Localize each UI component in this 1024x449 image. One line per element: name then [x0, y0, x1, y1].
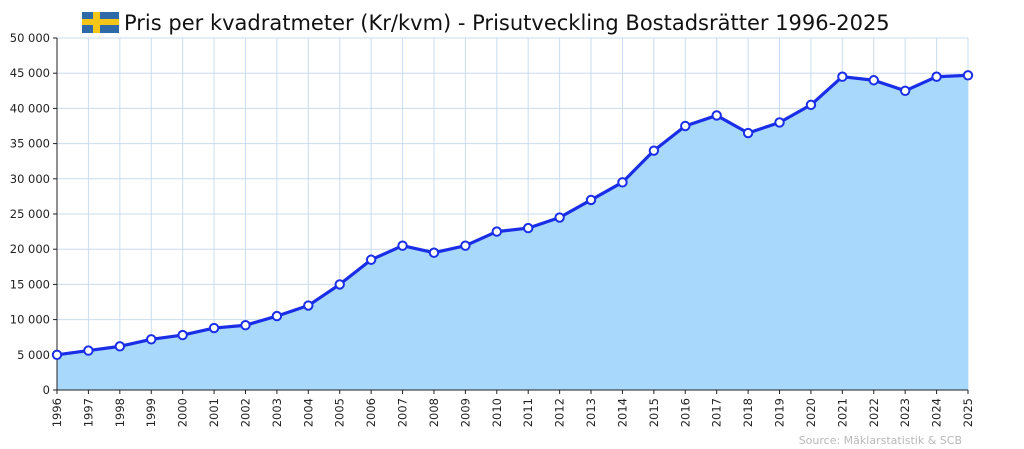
data-point — [208, 322, 220, 334]
data-point — [931, 71, 942, 82]
data-point — [837, 71, 848, 82]
y-tick-label: 20 000 — [10, 242, 50, 256]
y-tick-label: 15 000 — [10, 277, 50, 291]
x-tick-label: 2022 — [867, 398, 881, 427]
data-point — [868, 75, 879, 86]
x-tick-label: 1998 — [113, 398, 127, 427]
y-tick-label: 5 000 — [17, 348, 50, 362]
data-point — [397, 240, 408, 251]
data-point — [711, 110, 722, 121]
flag-icon — [82, 12, 119, 33]
data-point — [240, 320, 251, 331]
x-tick-label: 2001 — [207, 398, 221, 427]
data-point — [805, 99, 817, 111]
x-tick-label: 1999 — [144, 398, 158, 427]
data-point — [554, 212, 565, 223]
x-tick-label: 2010 — [490, 398, 504, 427]
data-point — [491, 226, 502, 237]
x-tick-label: 2018 — [741, 398, 755, 427]
data-point — [460, 240, 471, 251]
data-point — [774, 117, 785, 128]
series-line — [56, 73, 969, 357]
data-point — [334, 279, 345, 290]
data-point — [617, 177, 628, 188]
x-axis-ticks: 1996 1997 1998 1999 2000 2001 2002 2003 2004 2005… — [50, 390, 975, 427]
data-point — [962, 70, 974, 81]
x-tick-label: 2020 — [804, 398, 818, 427]
x-tick-label: 2016 — [678, 398, 692, 427]
y-tick-label: 25 000 — [10, 207, 50, 221]
data-point — [303, 300, 314, 311]
data-point — [271, 310, 283, 322]
data-point — [742, 127, 754, 139]
x-tick-label: 2021 — [835, 398, 849, 427]
data-point — [177, 329, 188, 341]
y-tick-label: 40 000 — [10, 101, 50, 115]
data-point — [51, 349, 63, 360]
x-tick-label: 2005 — [333, 398, 347, 427]
y-axis-ticks: 0 5 000 10 000 15 000 20 000 25 000 30 000 35 0… — [10, 31, 57, 397]
x-tick-label: 2012 — [553, 398, 567, 427]
y-tick-label: 35 000 — [10, 137, 50, 151]
x-tick-label: 1996 — [50, 398, 64, 427]
x-tick-label: 2003 — [270, 398, 284, 427]
x-tick-label: 2008 — [427, 398, 441, 427]
chart-title: Pris per kvadratmeter (Kr/kvm) - Prisutv… — [124, 11, 890, 35]
x-tick-label: 2013 — [584, 398, 598, 427]
data-point — [114, 341, 126, 352]
x-tick-label: 2014 — [615, 398, 629, 427]
x-tick-label: 2004 — [301, 398, 315, 427]
data-point — [523, 222, 534, 234]
data-point — [83, 345, 94, 356]
x-tick-label: 2015 — [647, 398, 661, 427]
x-tick-label: 2023 — [898, 398, 912, 427]
data-point — [146, 334, 157, 345]
area-fill — [57, 75, 968, 390]
x-tick-label: 2002 — [238, 398, 252, 427]
y-tick-label: 50 000 — [10, 31, 50, 45]
source-note: Source: Mäklarstatistik & SCB — [799, 434, 962, 447]
y-tick-label: 0 — [43, 383, 50, 397]
x-tick-label: 2007 — [396, 398, 410, 427]
x-tick-label: 2017 — [710, 398, 724, 427]
data-point — [648, 145, 660, 156]
data-point — [680, 120, 691, 132]
data-point — [899, 85, 911, 97]
x-tick-label: 2009 — [458, 398, 472, 427]
data-point — [585, 194, 597, 206]
x-tick-label: 2000 — [176, 398, 190, 427]
data-point — [428, 247, 440, 258]
data-markers — [51, 70, 974, 360]
x-tick-label: 2011 — [521, 398, 535, 427]
x-tick-label: 2024 — [930, 398, 944, 427]
data-point — [365, 254, 377, 265]
x-tick-label: 2006 — [364, 398, 378, 427]
x-tick-label: 2025 — [961, 398, 975, 427]
flag-cross-horizontal — [82, 19, 119, 25]
plot-area — [56, 73, 969, 390]
y-tick-label: 10 000 — [10, 313, 50, 327]
x-tick-label: 1997 — [81, 398, 95, 427]
x-tick-label: 2019 — [773, 398, 787, 427]
y-tick-label: 30 000 — [10, 172, 50, 186]
y-tick-label: 45 000 — [10, 66, 50, 80]
